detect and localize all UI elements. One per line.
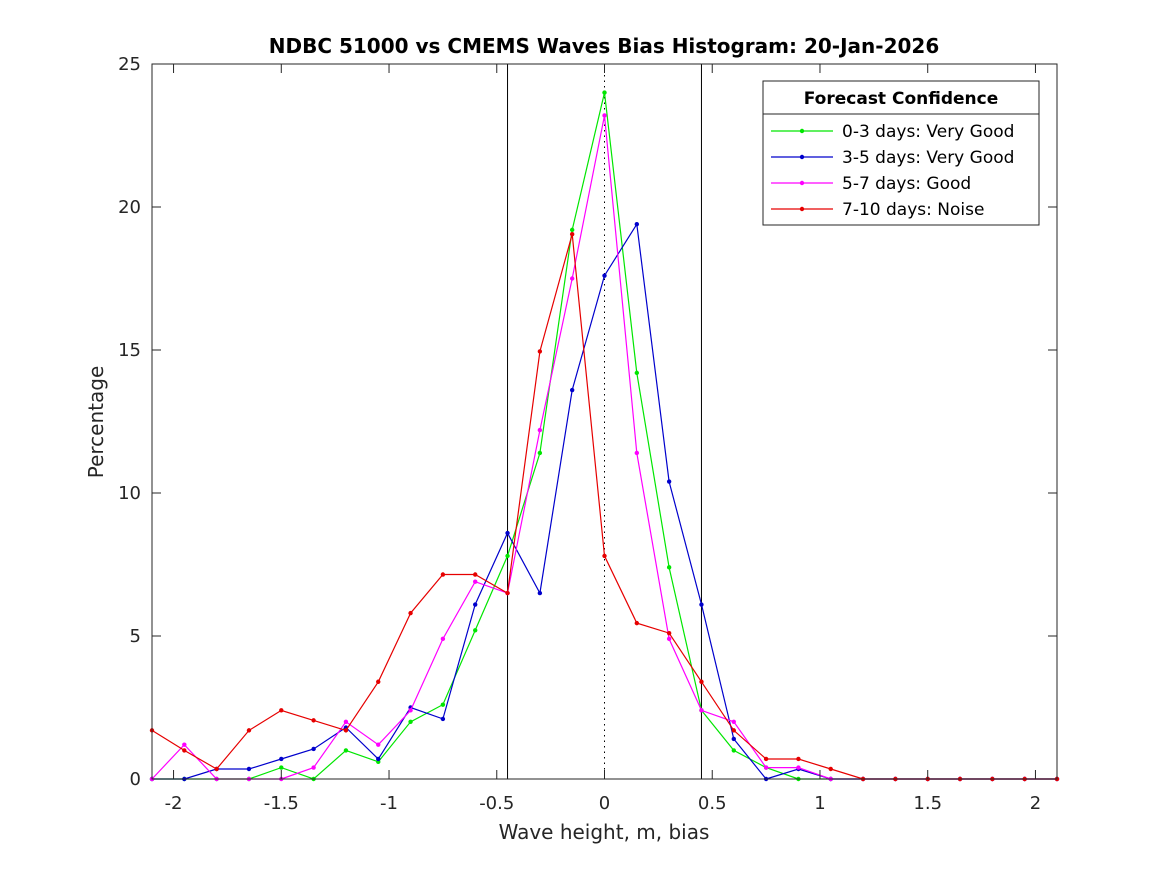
series-1-point [376,756,381,762]
series-3-point [666,630,672,636]
y-tick-label: 10 [118,483,141,504]
y-tick-label: 25 [118,54,141,75]
x-tick-label: -1 [380,793,398,814]
series-1-point [666,479,672,484]
legend-box [762,80,1040,226]
series-3-point [376,679,381,684]
legend-swatch-marker [799,154,805,160]
series-2-point [473,579,478,584]
series-3-point [602,553,607,559]
x-tick-label: -1.5 [264,793,299,814]
x-axis: -2 -1.5 -1 -0.5 0 0.5 1 1.5 2 [165,64,1041,814]
series-0-point [440,702,446,707]
legend-swatch-marker [799,128,805,134]
series-1-point [602,273,607,278]
series-1-point [505,530,510,536]
series-3-point [408,610,413,616]
series-3-point [828,766,833,772]
series-0-point [602,90,607,95]
series-2-point [634,450,640,456]
series-1-point [246,766,252,772]
y-tick-label: 5 [130,626,141,647]
series-3-point [763,756,769,762]
series-2-point [182,742,187,747]
series-2-point [602,113,607,118]
series-2-point [731,719,736,724]
series-1-point [634,221,640,227]
series-1-point [440,716,446,722]
series-1-point [537,590,543,596]
series-0-point [537,450,543,456]
series-0-point [666,565,672,570]
series-3-point [279,708,284,713]
series-2-point [796,765,801,770]
legend-label: 7-10 days: Noise [842,200,984,220]
legend-label: 5-7 days: Good [842,174,971,194]
series-layer [149,90,1060,782]
series-0-point [505,553,510,559]
x-tick-label: 2 [1030,793,1041,814]
series-0-point [473,628,478,633]
series-1-point [699,602,704,607]
series-2-point [311,765,316,770]
series-0-point [569,227,575,233]
series-0-point [731,748,736,753]
series-0-point [343,748,349,753]
series-2-point [666,636,672,642]
series-0-point [279,765,284,770]
series-1-point [311,746,316,752]
series-3-point [634,620,640,626]
x-tick-label: -2 [165,793,183,814]
series-2-point [440,636,446,642]
series-3-point [343,728,349,733]
legend: Forecast Confidence 0-3 days: Very Good 3… [762,80,1040,226]
series-2-point [699,708,704,713]
series-1-point [731,736,736,742]
series-3-point [214,766,219,772]
x-tick-label: 0.5 [698,793,727,814]
series-2-point [537,427,543,433]
series-3-point [569,231,575,237]
x-tick-label: 1 [814,793,825,814]
series-3-point [246,728,252,733]
series-0-point [408,719,413,724]
series-0-point [634,370,640,376]
series-1-point [473,602,478,607]
y-tick-label: 0 [130,769,141,790]
legend-label: 0-3 days: Very Good [842,122,1014,142]
series-1-point [569,387,575,393]
x-axis-label: Wave height, m, bias [499,820,710,844]
series-3-point [699,679,704,684]
series-2-point [569,276,575,281]
x-tick-label: -0.5 [479,793,514,814]
series-3-point [537,349,543,354]
series-2-point [343,719,349,724]
series-3-point [440,572,446,577]
series-1-point [279,756,284,762]
series-2-point [763,765,769,770]
series-3-point [731,728,736,733]
x-tick-label: 1.5 [913,793,942,814]
legend-swatch-marker [799,206,805,212]
reference-lines [507,64,702,779]
series-3-point [505,590,510,596]
chart-title: NDBC 51000 vs CMEMS Waves Bias Histogram… [269,34,940,58]
series-3-point [473,572,478,577]
legend-swatch-marker [799,180,805,186]
y-axis-label: Percentage [84,366,108,479]
x-tick-label: 0 [599,793,610,814]
y-axis: 0 5 10 15 20 25 [118,54,1057,790]
y-tick-label: 15 [118,340,141,361]
series-2-point [376,742,381,747]
series-2-point [408,708,413,713]
legend-entries: 0-3 days: Very Good 3-5 days: Very Good 5-… [771,122,1014,220]
series-3-point [311,718,316,723]
series-3-point [182,748,187,753]
y-tick-label: 20 [118,197,141,218]
series-3-point [796,756,801,762]
legend-title: Forecast Confidence [804,89,999,109]
legend-label: 3-5 days: Very Good [842,148,1014,168]
